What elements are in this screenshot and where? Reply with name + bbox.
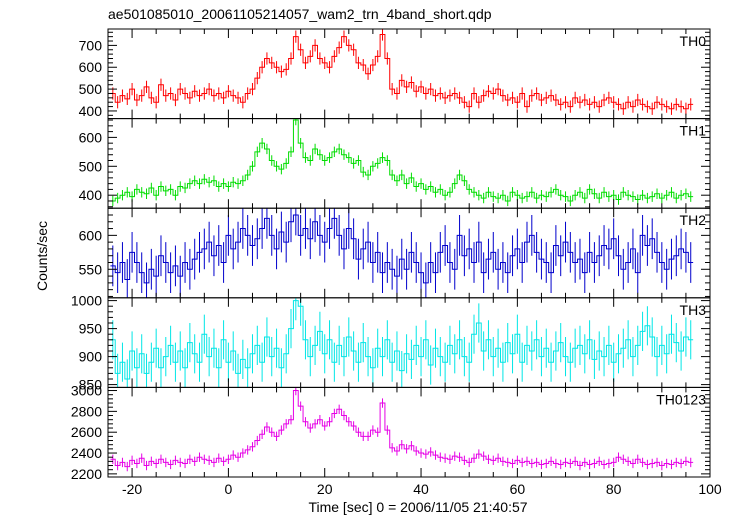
series-th1 [110, 118, 694, 207]
panel-frame [107, 297, 711, 388]
step-line [110, 300, 694, 380]
band-label: TH0123 [656, 391, 706, 407]
y-tick-label: 950 [79, 321, 103, 337]
band-label: TH2 [680, 212, 707, 228]
series-th0 [110, 29, 694, 115]
x-tick-label: 40 [413, 481, 429, 497]
y-tick-label: 2600 [71, 424, 102, 440]
chart-title: ae501085010_20061105214057_wam2_trn_4ban… [108, 6, 492, 22]
y-tick-label: 900 [79, 349, 103, 365]
y-tick-label: 2400 [71, 445, 102, 461]
y-tick-label: 600 [79, 227, 103, 243]
panel-th3: 850 900 950 1000 TH3 [71, 293, 711, 393]
series-th2 [110, 208, 694, 298]
band-label: TH3 [680, 302, 707, 318]
panel-th0: 400 500 600 700 TH0 [79, 28, 711, 120]
step-line [110, 390, 694, 468]
band-label: TH1 [680, 123, 707, 139]
y-tick-label: 2200 [71, 466, 102, 482]
x-tick-label: 20 [317, 481, 333, 497]
y-tick-label: 600 [79, 59, 103, 75]
step-line [110, 33, 694, 110]
y-axis-title: Counts/sec [34, 221, 50, 291]
series-th0123 [110, 387, 694, 472]
y-tick-label: 850 [79, 377, 103, 393]
series-th3 [110, 297, 694, 388]
panel-frame [107, 118, 711, 209]
y-tick-label: 400 [79, 187, 103, 203]
panel-th0123: 2200 2400 2600 2800 3000 TH0123 [71, 383, 711, 482]
x-tick-label: 100 [698, 481, 722, 497]
step-line [110, 214, 694, 284]
panel-th2: 550 600 TH2 [79, 207, 711, 299]
y-tick-label: 550 [79, 261, 103, 277]
step-line [110, 119, 694, 202]
panel-frame [107, 386, 711, 478]
y-tick-label: 500 [79, 158, 103, 174]
x-tick-label: 60 [510, 481, 526, 497]
band-label: TH0 [680, 33, 707, 49]
y-tick-label: 400 [79, 103, 103, 119]
x-tick-label: 0 [225, 481, 233, 497]
y-tick-label: 500 [79, 81, 103, 97]
x-axis-title: Time [sec] 0 = 2006/11/05 21:40:57 [308, 499, 527, 515]
y-tick-label: 1000 [71, 293, 102, 309]
y-tick-label: 700 [79, 37, 103, 53]
x-tick-label: -20 [122, 481, 142, 497]
panel-frame [107, 28, 711, 120]
panel-th1: 400 500 600 TH1 [79, 118, 711, 209]
y-tick-label: 600 [79, 129, 103, 145]
y-tick-label: 3000 [71, 383, 102, 399]
x-tick-label: 80 [606, 481, 622, 497]
y-tick-label: 2800 [71, 403, 102, 419]
